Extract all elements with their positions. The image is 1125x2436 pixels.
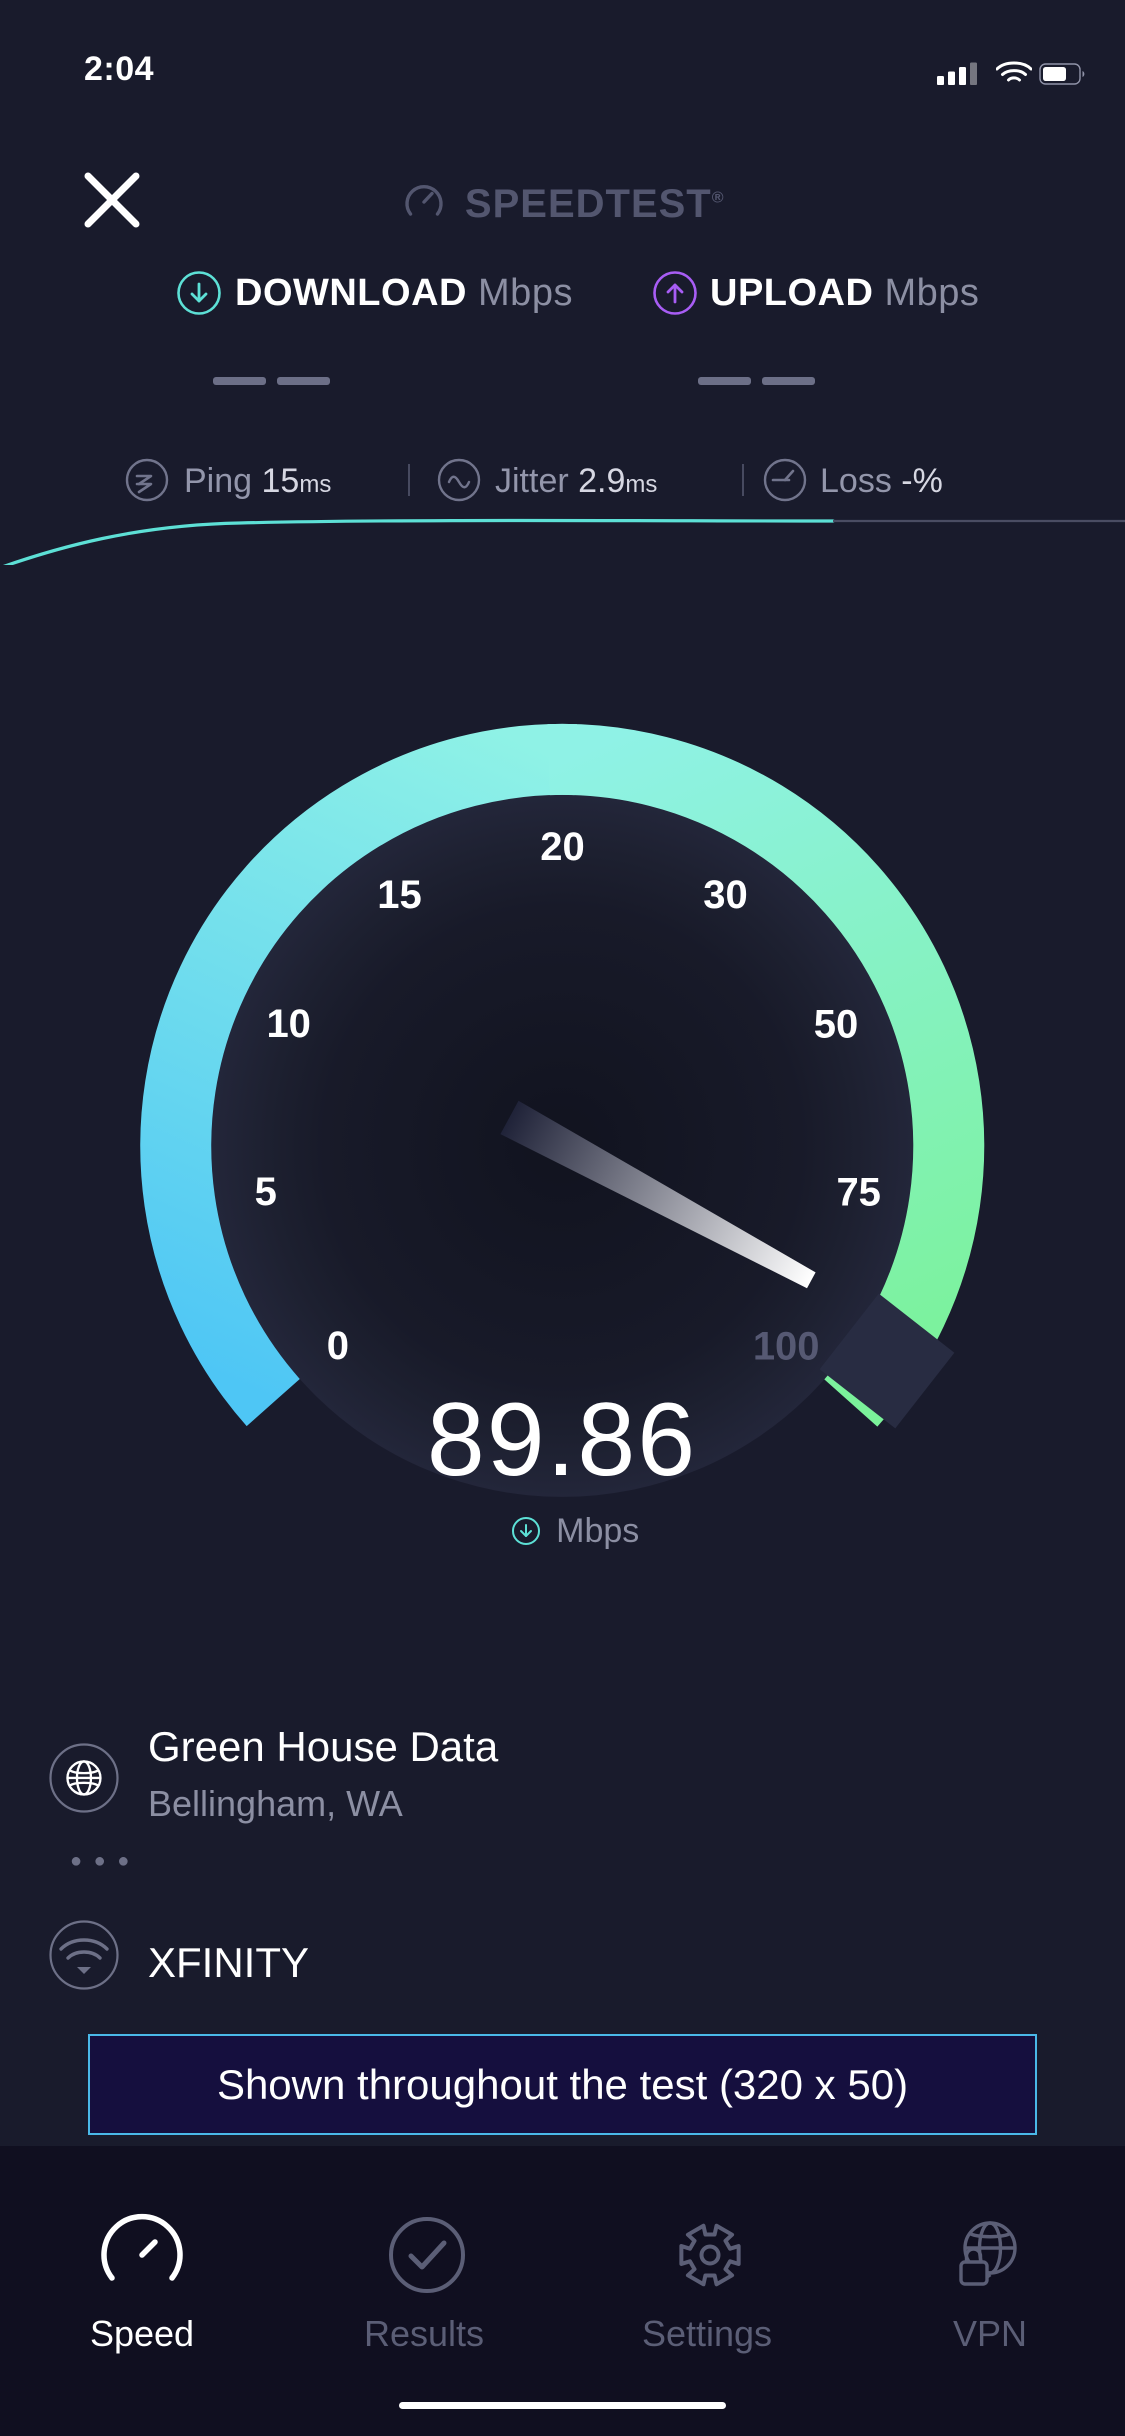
svg-text:75: 75 bbox=[836, 1171, 881, 1215]
svg-text:10: 10 bbox=[266, 1002, 311, 1046]
svg-text:20: 20 bbox=[540, 825, 585, 869]
svg-text:89.86: 89.86 bbox=[427, 1382, 697, 1498]
svg-text:5: 5 bbox=[255, 1170, 277, 1214]
svg-text:50: 50 bbox=[814, 1002, 859, 1046]
svg-text:100: 100 bbox=[753, 1325, 820, 1369]
svg-text:15: 15 bbox=[377, 873, 422, 917]
svg-text:0: 0 bbox=[327, 1324, 349, 1368]
svg-text:30: 30 bbox=[703, 873, 748, 917]
